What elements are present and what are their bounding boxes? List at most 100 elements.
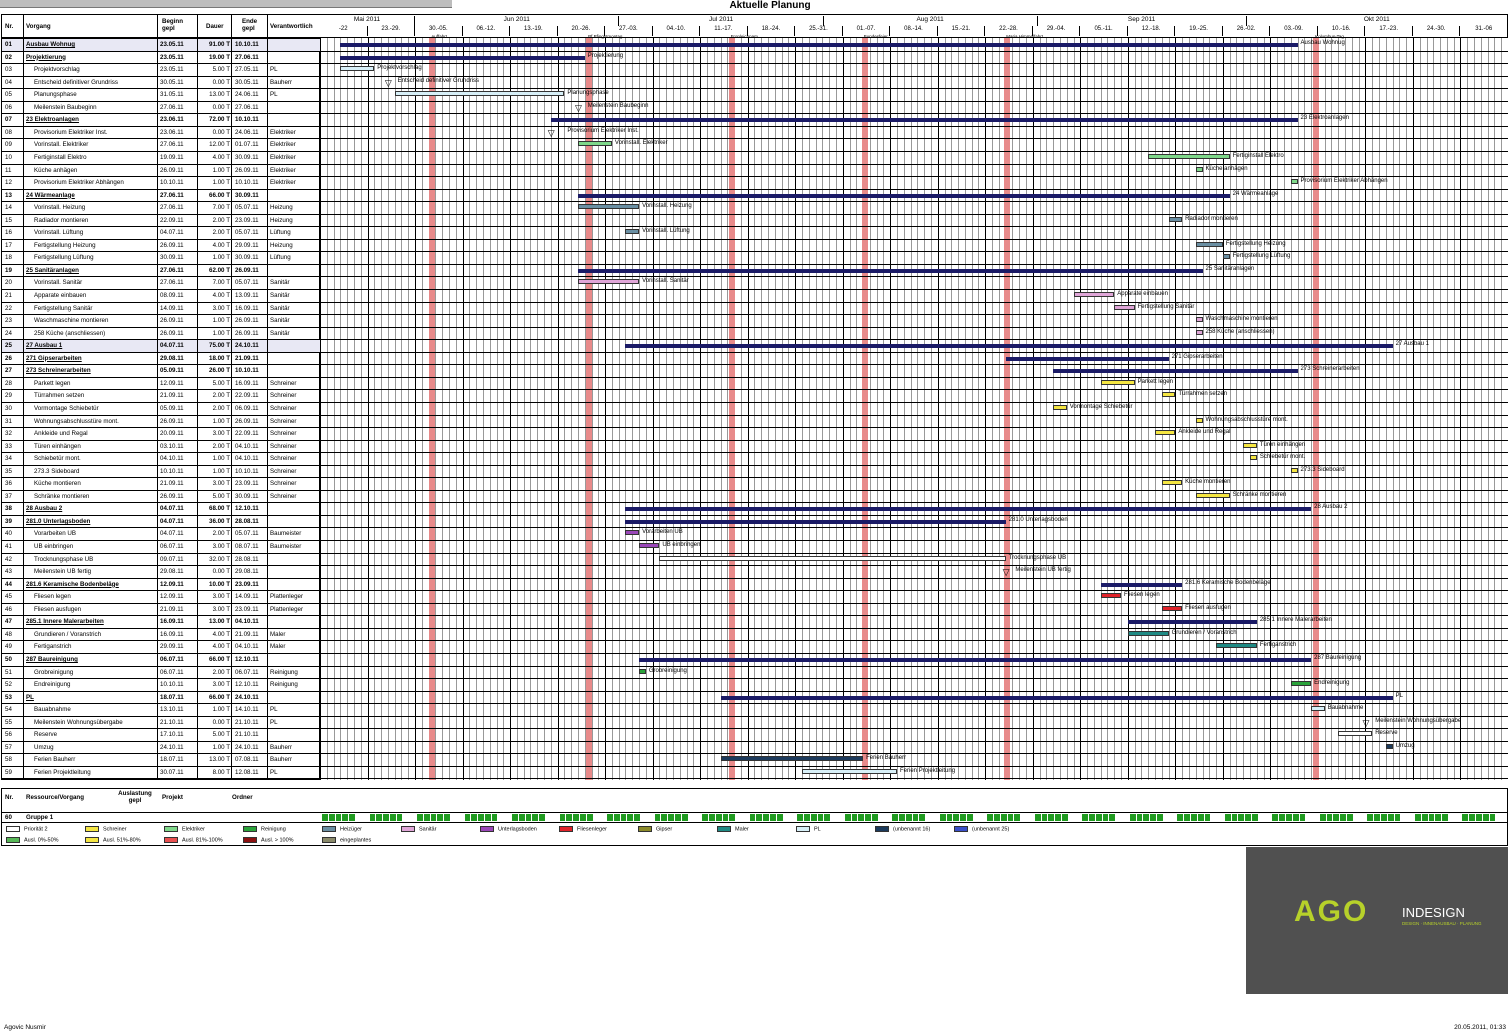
task-row[interactable]: 14 Vorinstall. Heizung 27.06.11 7.00 T 05.07… (2, 202, 321, 215)
task-bar[interactable] (1385, 743, 1393, 749)
task-bar[interactable] (1053, 404, 1067, 410)
task-row[interactable]: 44 281.6 Keramische Bodenbeläge 12.09.11 10… (2, 579, 321, 592)
task-bar[interactable] (625, 530, 640, 536)
task-row[interactable]: 47 285.1 Innere Malerarbeiten 16.09.11 13.0… (2, 616, 321, 629)
milestone-marker[interactable]: ▽ (1002, 567, 1010, 578)
task-bar[interactable] (577, 141, 612, 147)
task-row[interactable]: 52 Endreinigung 10.10.11 3.00 T 12.10.11 Rein… (2, 679, 321, 692)
summary-bar[interactable] (1100, 582, 1183, 587)
task-bar[interactable] (1222, 254, 1230, 260)
task-bar[interactable] (659, 555, 1006, 561)
task-row[interactable]: 21 Apparate einbauen 08.09.11 4.00 T 13.09.1… (2, 290, 321, 303)
task-bar[interactable] (1195, 317, 1203, 323)
task-row[interactable]: 40 Vorarbeiten UB 04.07.11 2.00 T 05.07.11 Ba… (2, 528, 321, 542)
task-row[interactable]: 38 28 Ausbau 2 04.07.11 68.00 T 12.10.11 (2, 503, 321, 516)
task-row[interactable]: 42 Trocknungsphase UB 09.07.11 32.00 T 28.08… (2, 554, 321, 567)
task-bar[interactable] (1154, 430, 1176, 436)
task-row[interactable]: 57 Umzug 24.10.11 1.00 T 24.10.11 Bauherr (2, 742, 321, 755)
task-row[interactable]: 56 Reserve 17.10.11 5.00 T 21.10.11 (2, 729, 321, 742)
task-row[interactable]: 39 281.0 Unterlagsboden 04.07.11 36.00 T 28.… (2, 516, 321, 529)
task-row[interactable]: 46 Fliesen ausfugen 21.09.11 3.00 T 23.09.11… (2, 604, 321, 617)
task-row[interactable]: 05 Planungsphase 31.05.11 13.00 T 24.06.11 PL (2, 89, 321, 102)
summary-bar[interactable] (577, 193, 1230, 198)
task-bar[interactable] (1195, 417, 1203, 423)
task-bar[interactable] (577, 279, 640, 285)
milestone-marker[interactable]: ▽ (574, 102, 582, 113)
task-bar[interactable] (1195, 166, 1203, 172)
task-bar[interactable] (1290, 467, 1298, 473)
summary-bar[interactable] (1053, 369, 1298, 374)
task-bar[interactable] (1100, 593, 1122, 599)
task-row[interactable]: 19 25 Sanitäranlagen 27.06.11 62.00 T 26.09.… (2, 265, 321, 278)
summary-bar[interactable] (625, 507, 1312, 512)
summary-bar[interactable] (720, 695, 1393, 700)
summary-bar[interactable] (639, 657, 1312, 662)
task-bar[interactable] (1161, 605, 1183, 611)
task-row[interactable]: 17 Fertigstellung Heizung 26.09.11 4.00 T 29… (2, 240, 321, 253)
task-row[interactable]: 09 Vorinstall. Elektriker 27.06.11 12.00 T 0… (2, 139, 321, 152)
task-row[interactable]: 03 Projektvorschlag 23.05.11 5.00 T 27.05.11… (2, 64, 321, 77)
task-bar[interactable] (340, 66, 375, 72)
milestone-marker[interactable]: ▽ (384, 77, 392, 88)
summary-bar[interactable] (625, 519, 1006, 524)
task-bar[interactable] (1290, 681, 1312, 687)
summary-bar[interactable] (340, 43, 1298, 47)
summary-bar[interactable] (340, 55, 585, 60)
task-row[interactable]: 06 Meilenstein Baubeginn 27.06.11 0.00 T 27.… (2, 102, 321, 115)
task-row[interactable]: 28 Parkett legen 12.09.11 5.00 T 16.09.11 Sch… (2, 378, 321, 391)
task-row[interactable]: 18 Fertigstellung Lüftung 30.09.11 1.00 T 30… (2, 252, 321, 265)
task-row[interactable]: 51 Grobreinigung 06.07.11 2.00 T 06.07.11 Rei… (2, 667, 321, 680)
task-bar[interactable] (1290, 179, 1298, 185)
task-bar[interactable] (801, 768, 898, 774)
task-bar[interactable] (1311, 706, 1325, 712)
task-bar[interactable] (1161, 480, 1183, 486)
task-bar[interactable] (1073, 292, 1115, 297)
task-row[interactable]: 25 27 Ausbau 1 04.07.11 75.00 T 24.10.11 (2, 340, 321, 353)
task-row[interactable]: 04 Entscheid definitiver Grundriss 30.05.1… (2, 77, 321, 90)
task-bar[interactable] (1161, 392, 1176, 398)
task-row[interactable]: 31 Wohnungsabschlusstüre mont. 26.09.11 1.0… (2, 416, 321, 429)
task-row[interactable]: 10 Fertiginstall Elektro 19.09.11 4.00 T 30.… (2, 152, 321, 165)
summary-bar[interactable] (577, 268, 1203, 273)
task-row[interactable]: 43 Meilenstein UB fertig 29.08.11 0.00 T 29.… (2, 566, 321, 579)
task-bar[interactable] (1168, 216, 1183, 222)
task-row[interactable]: 22 Fertigstellung Sanitär 14.09.11 3.00 T 16… (2, 303, 321, 316)
task-row[interactable]: 34 Schiebetür mont. 04.10.11 1.00 T 04.10.11… (2, 453, 321, 466)
summary-bar[interactable] (1005, 356, 1169, 361)
task-row[interactable]: 36 Küche montieren 21.09.11 3.00 T 23.09.11 S… (2, 478, 321, 491)
task-bar[interactable] (639, 543, 660, 548)
summary-bar[interactable] (1127, 620, 1257, 625)
task-row[interactable]: 24 258 Küche (anschliessen) 26.09.11 1.00 T… (2, 328, 321, 341)
task-row[interactable]: 15 Radiador montieren 22.09.11 2.00 T 23.09.… (2, 215, 321, 228)
task-bar[interactable] (1148, 153, 1230, 159)
task-bar[interactable] (1195, 329, 1203, 335)
task-bar[interactable] (1195, 492, 1230, 498)
task-bar[interactable] (1127, 630, 1169, 636)
task-bar[interactable] (625, 229, 640, 235)
task-row[interactable]: 48 Grundieren / Voranstrich 16.09.11 4.00 T… (2, 629, 321, 642)
task-row[interactable]: 58 Ferien Bauherr 18.07.11 13.00 T 07.08.11 B… (2, 754, 321, 767)
task-row[interactable]: 32 Ankleide und Regal 20.09.11 3.00 T 22.09.… (2, 428, 321, 441)
task-row[interactable]: 50 287 Baureinigung 06.07.11 66.00 T 12.10.1… (2, 654, 321, 667)
task-bar[interactable] (1195, 241, 1223, 247)
task-row[interactable]: 35 273.3 Sideboard 10.10.11 1.00 T 10.10.11 S… (2, 466, 321, 479)
task-row[interactable]: 07 23 Elektroanlagen 23.06.11 72.00 T 10.10.… (2, 114, 321, 127)
task-row[interactable]: 12 Provisorium Elektriker Abhängen 10.10.1… (2, 177, 321, 190)
task-bar[interactable] (1250, 455, 1257, 461)
task-row[interactable]: 27 273 Schreinerarbeiten 05.09.11 26.00 T 10… (2, 365, 321, 378)
task-row[interactable]: 54 Bauabnahme 13.10.11 1.00 T 14.10.11 PL (2, 704, 321, 717)
task-bar[interactable] (1216, 643, 1257, 649)
task-row[interactable]: 23 Waschmaschine montieren 26.09.11 1.00 T 2… (2, 315, 321, 328)
task-row[interactable]: 29 Türrahmen setzen 21.09.11 2.00 T 22.09.11… (2, 390, 321, 403)
milestone-marker[interactable]: ▽ (1362, 717, 1370, 728)
task-row[interactable]: 53 PL 18.07.11 66.00 T 24.10.11 (2, 692, 321, 705)
task-bar[interactable] (639, 668, 646, 674)
task-row[interactable]: 30 Vormontage Schiebetür 05.09.11 2.00 T 06.… (2, 403, 321, 416)
task-row[interactable]: 59 Ferien Projektleitung 30.07.11 8.00 T 12.… (2, 767, 321, 780)
task-bar[interactable] (1338, 731, 1373, 737)
task-row[interactable]: 20 Vorinstall. Sanitär 27.06.11 7.00 T 05.07… (2, 277, 321, 291)
summary-bar[interactable] (550, 118, 1298, 123)
task-row[interactable]: 37 Schränke montieren 26.09.11 5.00 T 30.09.… (2, 491, 321, 504)
summary-bar[interactable] (625, 344, 1393, 349)
task-row[interactable]: 41 UB einbringen 06.07.11 3.00 T 08.07.11 Bau… (2, 541, 321, 554)
